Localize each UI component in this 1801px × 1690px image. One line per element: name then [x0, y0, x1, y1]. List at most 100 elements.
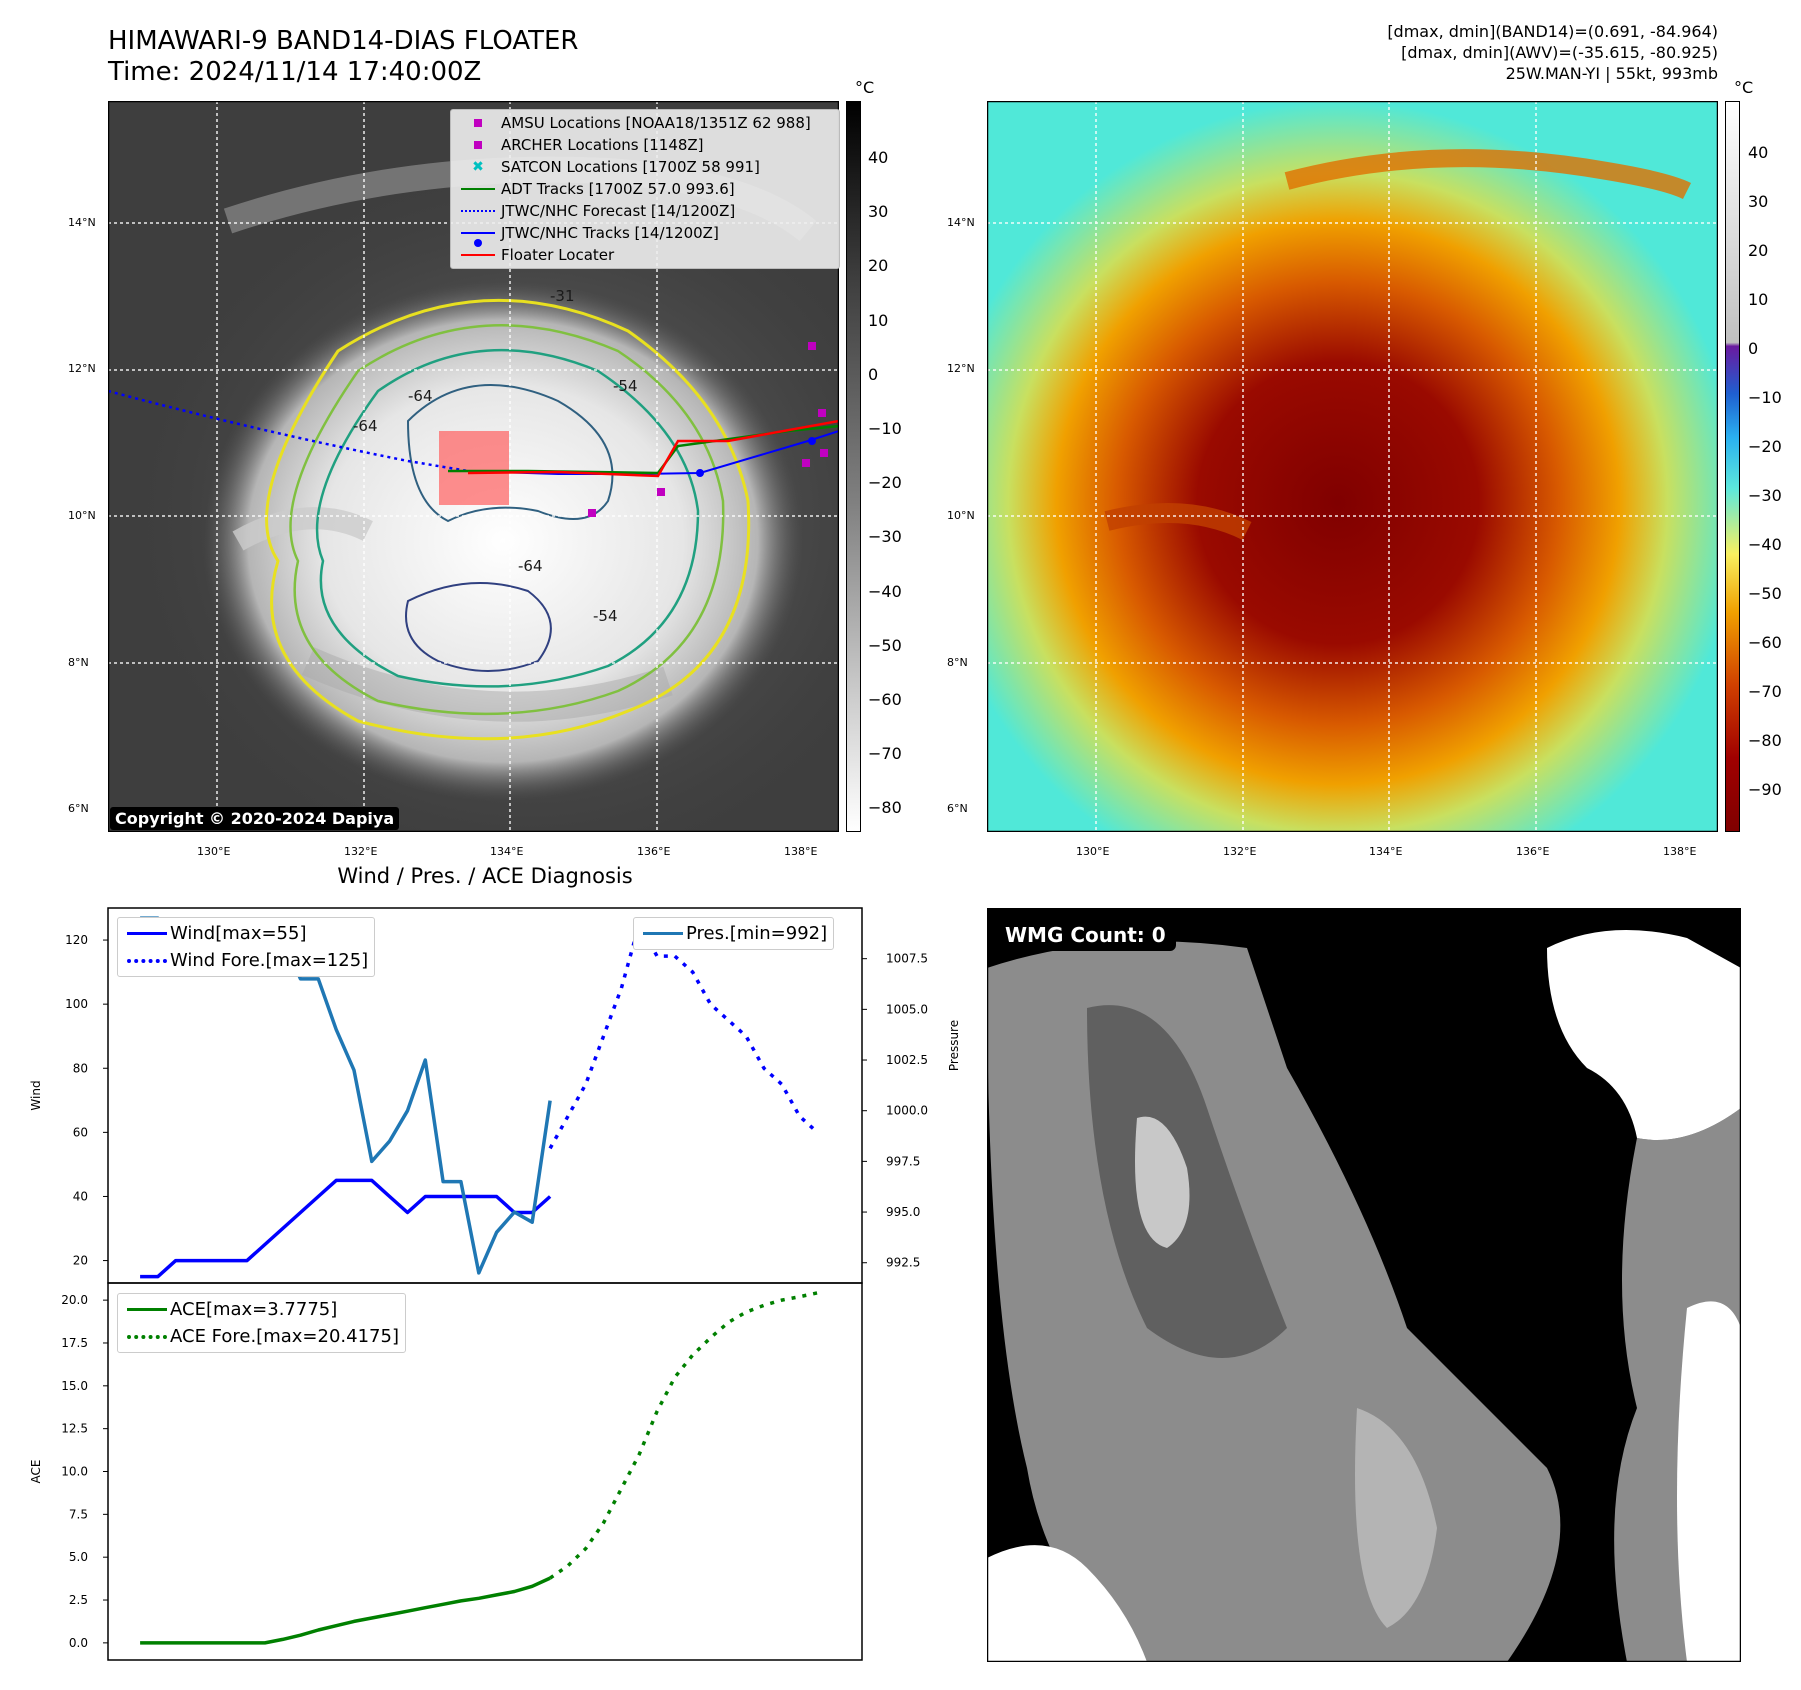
- ace-y-tick-label: 12.5: [61, 1422, 88, 1436]
- colorbar-tick-label: −70: [1748, 682, 1782, 701]
- map-legend: AMSU Locations [NOAA18/1351Z 62 988] ARC…: [450, 109, 840, 269]
- pressure-y-tick-label: 1000.0: [886, 1104, 928, 1118]
- chart-title: HIMAWARI-9 BAND14-DIAS FLOATER: [108, 26, 579, 56]
- colorbar-tick-label: −20: [1748, 437, 1782, 456]
- map-lat-label: 8°N: [68, 656, 89, 669]
- map-lat-label: 14°N: [947, 216, 975, 229]
- colorbar-tick-label: 10: [868, 310, 889, 330]
- contour-label: -54: [613, 377, 638, 395]
- map-lon-label: 130°E: [1076, 845, 1110, 858]
- legend-amsu: AMSU Locations [NOAA18/1351Z 62 988]: [455, 112, 835, 134]
- map-lon-label: 136°E: [1516, 845, 1550, 858]
- wind-y-tick-label: 120: [65, 933, 88, 947]
- ace-y-tick-label: 15.0: [61, 1379, 88, 1393]
- pressure-y-tick-label: 997.5: [886, 1154, 920, 1168]
- solid-line-icon: [124, 932, 170, 935]
- colorbar-tick-label: −60: [868, 690, 902, 709]
- pressure-legend: Pres.[min=992]: [633, 917, 835, 950]
- dotted-line-icon: [124, 1334, 170, 1339]
- map-lon-label: 134°E: [1369, 845, 1403, 858]
- colorbar-tick-label: −70: [868, 744, 902, 764]
- ace-y-tick-label: 5.0: [69, 1550, 88, 1564]
- contour-label: -64: [408, 387, 433, 405]
- ace-y-tick-label: 10.0: [61, 1465, 88, 1479]
- ace-y-tick-label: 20.0: [61, 1293, 88, 1307]
- wind-y-tick-label: 40: [73, 1189, 88, 1203]
- ace-y-tick-label: 17.5: [61, 1336, 88, 1350]
- square-marker-icon: [455, 119, 501, 127]
- colorbar-tick-label: −10: [868, 419, 902, 438]
- wind-forecast-series-line: [548, 922, 819, 1150]
- storm-info: 25W.MAN-YI | 55kt, 993mb: [1505, 64, 1718, 83]
- pressure-axis-label: Pressure: [947, 1020, 961, 1071]
- wmg-count-badge: WMG Count: 0: [995, 919, 1176, 951]
- chart-time: Time: 2024/11/14 17:40:00Z: [108, 57, 482, 87]
- color-colorbar: [1725, 101, 1740, 832]
- legend-adt: ADT Tracks [1700Z 57.0 993.6]: [455, 178, 835, 200]
- colorbar-tick-label: 10: [1748, 290, 1769, 309]
- wind-y-tick-label: 100: [65, 997, 88, 1011]
- pressure-y-tick-label: 995.0: [886, 1205, 920, 1219]
- colorbar-tick-label: −10: [1748, 388, 1782, 407]
- colorbar-tick-label: 30: [1748, 192, 1769, 211]
- contour-label: -54: [593, 607, 618, 625]
- wind-y-tick-label: 80: [73, 1061, 88, 1075]
- map-lat-label: 10°N: [947, 509, 975, 522]
- colorbar-tick-label: 30: [868, 202, 889, 222]
- map-lat-label: 10°N: [68, 509, 96, 522]
- colorbar-tick-label: 40: [1748, 143, 1769, 162]
- contour-label: -31: [550, 287, 575, 305]
- legend-forecast: JTWC/NHC Forecast [14/1200Z]: [455, 200, 835, 222]
- colorbar-tick-label: 20: [868, 256, 889, 276]
- solid-line-icon: [124, 1308, 170, 1311]
- map-lat-label: 6°N: [68, 802, 89, 815]
- ace-legend: ACE[max=3.7775] ACE Fore.[max=20.4175]: [117, 1293, 406, 1353]
- dot-line-icon: [455, 232, 501, 247]
- map-lon-label: 134°E: [490, 845, 524, 858]
- dotted-line-icon: [124, 958, 170, 963]
- pressure-y-tick-label: 1007.5: [886, 952, 928, 966]
- contour-label: -64: [353, 417, 378, 435]
- map-lon-label: 138°E: [784, 845, 818, 858]
- map-lon-label: 136°E: [637, 845, 671, 858]
- wind-series-line: [140, 1178, 552, 1279]
- legend-tracks: JTWC/NHC Tracks [14/1200Z]: [455, 222, 835, 247]
- colorbar-tick-label: −20: [868, 473, 902, 493]
- dmax-band14: [dmax, dmin](BAND14)=(0.691, -84.964): [1387, 22, 1718, 41]
- colorbar-tick-label: −80: [1748, 731, 1782, 750]
- pressure-y-tick-label: 992.5: [886, 1256, 920, 1270]
- color-ir-map: [987, 101, 1718, 832]
- wind-axis-label: Wind: [29, 1080, 43, 1110]
- legend-floater: Floater Locater: [455, 244, 835, 266]
- colorbar-tick-label: −50: [868, 635, 902, 655]
- colorbar-unit: °C: [855, 78, 875, 97]
- solid-line-icon: [640, 932, 686, 935]
- ace-series-line: [140, 1576, 551, 1645]
- ace-y-tick-label: 2.5: [69, 1593, 88, 1607]
- x-marker-icon: ✖: [472, 159, 484, 175]
- colorbar-tick-label: 0: [1748, 339, 1759, 358]
- legend-archer: ARCHER Locations [1148Z]: [455, 134, 835, 156]
- colorbar-tick-label: −80: [868, 798, 902, 818]
- solid-line-icon: [455, 188, 501, 190]
- wind-legend: Wind[max=55] Wind Fore.[max=125]: [117, 917, 376, 977]
- ace-y-tick-label: 0.0: [69, 1636, 88, 1650]
- pressure-y-tick-label: 1005.0: [886, 1002, 928, 1016]
- grayscale-colorbar: [846, 101, 861, 832]
- colorbar-tick-label: 40: [868, 148, 889, 167]
- map-lat-label: 6°N: [947, 802, 968, 815]
- colorbar-tick-label: −50: [1748, 584, 1782, 603]
- solid-line-icon: [455, 254, 501, 256]
- wind-y-tick-label: 60: [73, 1125, 88, 1139]
- colorbar-unit: °C: [1734, 78, 1754, 97]
- map-lat-label: 14°N: [68, 216, 96, 229]
- map-lon-label: 130°E: [197, 845, 231, 858]
- ace-y-tick-label: 7.5: [69, 1507, 88, 1521]
- colorbar-tick-label: −40: [868, 581, 902, 601]
- contour-label: -64: [518, 557, 543, 575]
- dotted-line-icon: [455, 210, 501, 212]
- ace-forecast-series-line: [549, 1291, 818, 1580]
- wind-pres-ace-chart: 120 100 80 60 40 20 Wind 1007.5 1005.0 1002.5 1000…: [29, 907, 961, 1661]
- legend-satcon: ✖ SATCON Locations [1700Z 58 991]: [455, 156, 835, 178]
- ace-axis-label: ACE: [29, 1460, 43, 1484]
